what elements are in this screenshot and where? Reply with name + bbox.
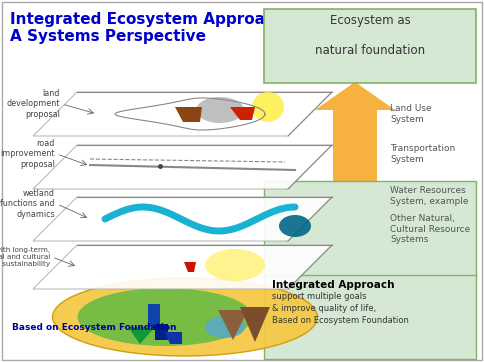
Ellipse shape: [252, 92, 284, 122]
Polygon shape: [165, 332, 182, 344]
Polygon shape: [240, 307, 270, 342]
FancyBboxPatch shape: [264, 275, 476, 359]
Ellipse shape: [279, 215, 311, 237]
Polygon shape: [230, 107, 255, 120]
Ellipse shape: [77, 288, 253, 346]
Ellipse shape: [205, 316, 245, 338]
FancyBboxPatch shape: [264, 9, 476, 83]
Polygon shape: [175, 107, 202, 122]
Text: support multiple goals
& improve quality of life,
Based on Ecosystem Foundation: support multiple goals & improve quality…: [272, 292, 409, 325]
Text: land
development
proposal: land development proposal: [7, 89, 60, 119]
Polygon shape: [218, 310, 248, 340]
Text: Land Use
System: Land Use System: [390, 104, 432, 124]
Text: Integrated Ecosystem Approach:
A Systems Perspective: Integrated Ecosystem Approach: A Systems…: [10, 12, 291, 45]
Polygon shape: [33, 145, 332, 189]
Text: Other Natural,
Cultural Resource
Systems: Other Natural, Cultural Resource Systems: [390, 214, 470, 244]
Text: wetland
functions and
dynamics: wetland functions and dynamics: [0, 189, 55, 219]
Polygon shape: [33, 245, 332, 289]
Text: ecosystems with long-term,
natural and cultural
resource system sustainability: ecosystems with long-term, natural and c…: [0, 247, 50, 267]
Text: Based on Ecosystem Foundation: Based on Ecosystem Foundation: [12, 323, 177, 332]
Text: Integrated Approach: Integrated Approach: [272, 280, 394, 290]
Polygon shape: [33, 92, 332, 136]
Polygon shape: [33, 197, 332, 241]
FancyBboxPatch shape: [264, 181, 476, 278]
Polygon shape: [315, 82, 395, 307]
Ellipse shape: [196, 97, 244, 123]
Text: road
improvement
proposal: road improvement proposal: [0, 139, 55, 169]
Text: Water Resources
System, example: Water Resources System, example: [390, 186, 469, 206]
Polygon shape: [128, 327, 155, 344]
Text: Transportation
System: Transportation System: [390, 144, 455, 164]
Ellipse shape: [52, 278, 318, 356]
Text: Ecosystem as

natural foundation: Ecosystem as natural foundation: [315, 14, 425, 57]
Polygon shape: [184, 262, 196, 272]
Ellipse shape: [205, 249, 265, 281]
Polygon shape: [148, 304, 160, 330]
Polygon shape: [155, 324, 168, 340]
